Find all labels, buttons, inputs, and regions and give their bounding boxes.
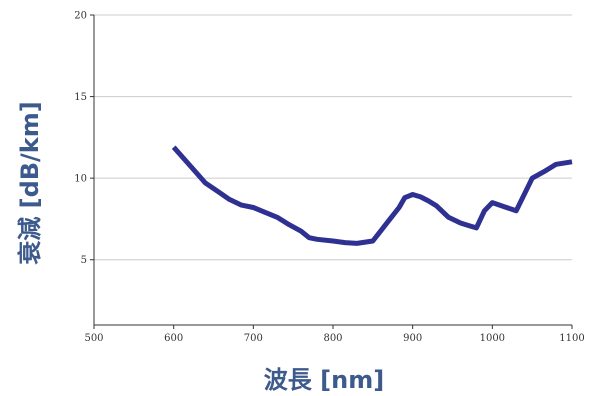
x-tick-label: 600 <box>164 333 183 344</box>
grid-lines <box>94 14 572 261</box>
y-tick-label: 15 <box>74 92 87 103</box>
y-axis-ticks: 5 10 15 20 <box>74 11 94 266</box>
y-axis-title: 衰減 [dB/km] <box>16 101 44 266</box>
y-tick-label: 10 <box>74 174 87 185</box>
x-axis-ticks: 500 600 700 800 900 1000 1100 <box>84 325 585 344</box>
x-tick-label: 900 <box>403 333 422 344</box>
y-tick-label: 5 <box>81 255 87 266</box>
x-tick-label: 1100 <box>559 333 584 344</box>
x-tick-label: 1000 <box>480 333 505 344</box>
x-tick-label: 700 <box>244 333 263 344</box>
x-axis-title: 波長 [nm] <box>264 366 384 394</box>
x-tick-label: 800 <box>323 333 342 344</box>
series-line <box>171 145 573 246</box>
y-tick-label: 20 <box>74 11 87 22</box>
x-tick-label: 500 <box>84 333 103 344</box>
